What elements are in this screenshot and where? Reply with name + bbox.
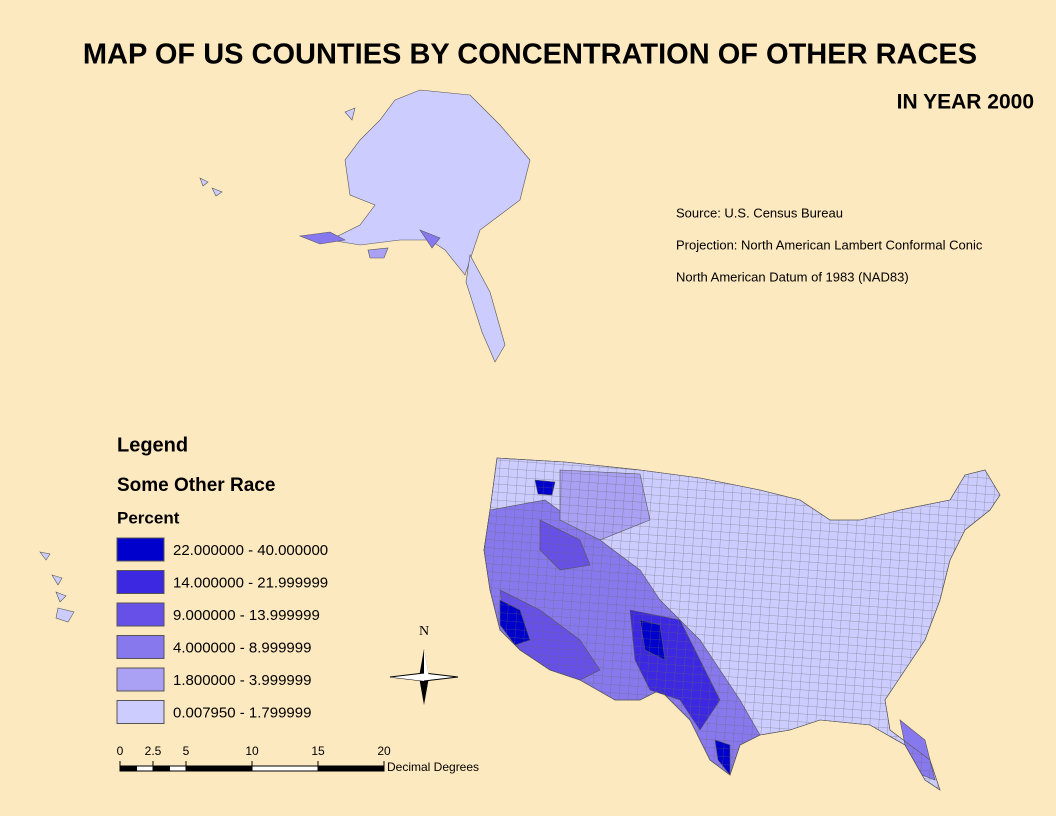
scale-tick-label: 2.5 xyxy=(145,744,162,758)
legend: Legend Some Other Race Percent 22.000000… xyxy=(116,434,328,724)
county-region xyxy=(419,229,441,249)
legend-layer: Some Other Race xyxy=(117,475,275,496)
county-region xyxy=(465,254,506,363)
county-region xyxy=(199,107,356,197)
scale-segment xyxy=(317,765,385,772)
county-region xyxy=(298,231,346,245)
scale-unit: Decimal Degrees xyxy=(387,760,479,774)
county-region xyxy=(39,551,75,623)
north-arrow: N xyxy=(389,624,459,705)
legend-field: Percent xyxy=(117,508,180,527)
scale-tick-label: 0 xyxy=(117,744,124,758)
legend-swatch xyxy=(116,570,165,594)
legend-swatch xyxy=(116,667,165,692)
north-label: N xyxy=(419,624,429,639)
hawaii xyxy=(39,551,75,623)
note: Projection: North American Lambert Confo… xyxy=(676,237,983,252)
legend-label: 14.000000 - 21.999999 xyxy=(173,574,328,591)
county-region xyxy=(367,247,389,259)
legend-swatch xyxy=(116,537,165,562)
map-title: MAP OF US COUNTIES BY CONCENTRATION OF O… xyxy=(83,39,977,71)
alaska xyxy=(199,89,531,363)
legend-label: 22.000000 - 40.000000 xyxy=(173,542,328,559)
scale-segment xyxy=(169,765,187,772)
scale-segment xyxy=(152,765,170,772)
legend-swatch xyxy=(116,602,165,627)
scale-tick-label: 10 xyxy=(245,744,259,758)
county-lines xyxy=(483,457,1001,791)
legend-label: 9.000000 - 13.999999 xyxy=(173,607,320,624)
map-subtitle: IN YEAR 2000 xyxy=(897,91,1034,114)
scale-tick-label: 15 xyxy=(311,744,325,758)
scale-bar: 0 2.5 5 10 15 20 Decimal Degrees xyxy=(117,744,479,774)
scale-segment xyxy=(251,765,319,772)
scale-segment xyxy=(185,765,253,772)
legend-title: Legend xyxy=(117,434,188,456)
scale-segment xyxy=(119,765,137,772)
scale-segment xyxy=(136,765,154,772)
scale-tick-label: 5 xyxy=(183,744,190,758)
legend-swatch xyxy=(116,635,165,659)
legend-label: 0.007950 - 1.799999 xyxy=(173,704,311,721)
county-region xyxy=(329,89,531,276)
conterminous-us xyxy=(483,457,1001,791)
legend-label: 4.000000 - 8.999999 xyxy=(173,639,311,656)
scale-tick-label: 20 xyxy=(377,744,391,758)
note: North American Datum of 1983 (NAD83) xyxy=(676,269,909,284)
note: Source: U.S. Census Bureau xyxy=(676,205,843,220)
legend-label: 1.800000 - 3.999999 xyxy=(173,672,311,689)
legend-swatch xyxy=(116,700,165,724)
